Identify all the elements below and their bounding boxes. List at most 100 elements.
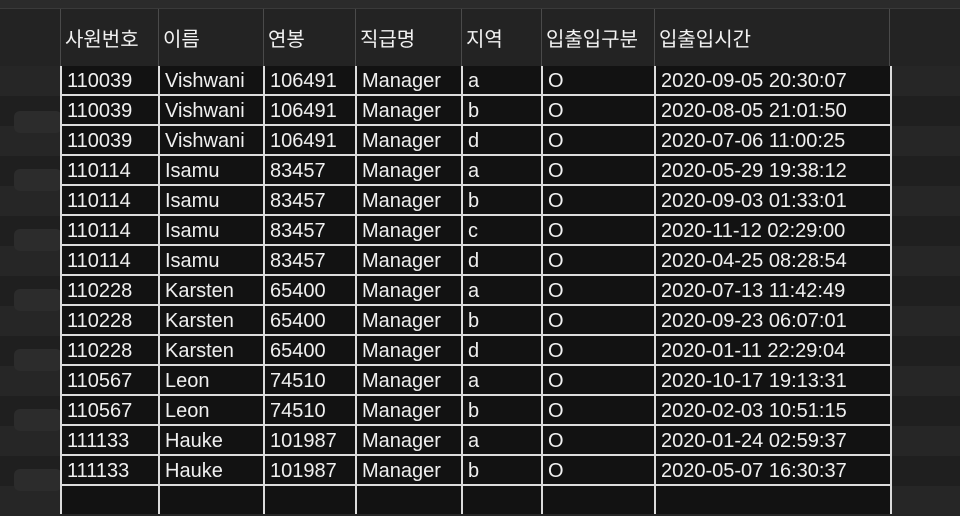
row-handle[interactable]: [14, 349, 62, 371]
table-cell[interactable]: O: [548, 400, 564, 422]
table-cell[interactable]: 110114: [67, 160, 131, 182]
table-cell[interactable]: O: [548, 100, 564, 122]
table-cell[interactable]: 2020-07-13 11:42:49: [661, 280, 846, 302]
table-row[interactable]: 110039 Vishwani 106491 Manager d O 2020-07-06 …: [62, 126, 890, 156]
table-cell[interactable]: a: [468, 280, 480, 302]
table-cell[interactable]: Manager: [362, 70, 441, 92]
table-cell[interactable]: Vishwani: [165, 70, 245, 92]
table-cell[interactable]: Leon: [165, 400, 210, 422]
table-cell[interactable]: Isamu: [165, 160, 220, 182]
table-cell[interactable]: 110114: [67, 250, 131, 272]
table-cell[interactable]: 74510: [270, 400, 326, 422]
row-handle[interactable]: [14, 111, 62, 133]
column-header-entry-type[interactable]: 입출입구분: [541, 9, 654, 66]
table-cell[interactable]: Manager: [362, 280, 441, 302]
table-cell[interactable]: 110567: [67, 370, 133, 392]
table-cell[interactable]: 110039: [67, 70, 133, 92]
table-cell[interactable]: 83457: [270, 250, 326, 272]
table-cell[interactable]: 2020-01-11 22:29:04: [661, 340, 846, 362]
column-header-employee-no[interactable]: 사원번호: [60, 9, 158, 66]
table-cell[interactable]: 2020-08-05 21:01:50: [661, 100, 847, 122]
table-cell[interactable]: 2020-11-12 02:29:00: [661, 220, 846, 242]
table-row[interactable]: 110114 Isamu 83457 Manager d O 2020-04-25 08:2…: [62, 246, 890, 276]
table-cell[interactable]: 110228: [67, 280, 133, 302]
table-cell[interactable]: Hauke: [165, 430, 223, 452]
table-cell[interactable]: Manager: [362, 340, 441, 362]
row-handle[interactable]: [14, 409, 62, 431]
table-cell[interactable]: c: [468, 220, 478, 242]
table-cell[interactable]: Karsten: [165, 280, 234, 302]
table-cell[interactable]: 65400: [270, 310, 326, 332]
table-cell[interactable]: Manager: [362, 220, 441, 242]
table-cell[interactable]: O: [548, 310, 564, 332]
table-cell[interactable]: 110114: [67, 190, 131, 212]
table-row[interactable]: 111133 Hauke 101987 Manager a O 2020-01-24 02:…: [62, 426, 890, 456]
table-cell[interactable]: a: [468, 160, 480, 182]
table-cell[interactable]: 106491: [270, 100, 337, 122]
table-cell[interactable]: 106491: [270, 70, 337, 92]
table-cell[interactable]: Vishwani: [165, 130, 245, 152]
table-cell[interactable]: Manager: [362, 190, 441, 212]
table-cell[interactable]: b: [468, 400, 480, 422]
table-cell[interactable]: Isamu: [165, 190, 220, 212]
table-cell[interactable]: b: [468, 310, 480, 332]
table-cell[interactable]: 110567: [67, 400, 133, 422]
table-cell[interactable]: 2020-02-03 10:51:15: [661, 400, 847, 422]
table-cell[interactable]: O: [548, 130, 564, 152]
table-cell[interactable]: 106491: [270, 130, 337, 152]
table-cell[interactable]: 110228: [67, 310, 133, 332]
table-cell[interactable]: b: [468, 460, 480, 482]
table-cell[interactable]: d: [468, 340, 480, 362]
table-cell[interactable]: a: [468, 430, 480, 452]
table-cell[interactable]: Hauke: [165, 460, 223, 482]
table-cell[interactable]: d: [468, 250, 480, 272]
table-cell[interactable]: 110039: [67, 100, 133, 122]
table-cell[interactable]: Manager: [362, 160, 441, 182]
table-cell[interactable]: Karsten: [165, 310, 234, 332]
table-cell[interactable]: Karsten: [165, 340, 234, 362]
table-cell[interactable]: 110114: [67, 220, 131, 242]
table-cell[interactable]: 74510: [270, 370, 326, 392]
column-header-entry-time[interactable]: 입출입시간: [654, 9, 890, 66]
table-cell[interactable]: 83457: [270, 190, 326, 212]
table-cell[interactable]: Manager: [362, 400, 441, 422]
table-cell[interactable]: O: [548, 220, 564, 242]
column-header-name[interactable]: 이름: [158, 9, 263, 66]
table-row[interactable]: 110567 Leon 74510 Manager a O 2020-10-17 19:13…: [62, 366, 890, 396]
table-cell[interactable]: 2020-10-17 19:13:31: [661, 370, 847, 392]
table-cell[interactable]: Manager: [362, 370, 441, 392]
table-cell[interactable]: d: [468, 130, 480, 152]
table-cell[interactable]: Vishwani: [165, 100, 245, 122]
table-cell[interactable]: O: [548, 70, 564, 92]
table-row[interactable]: 110039 Vishwani 106491 Manager b O 2020-08-05 …: [62, 96, 890, 126]
table-cell[interactable]: 2020-09-23 06:07:01: [661, 310, 847, 332]
table-cell[interactable]: b: [468, 100, 480, 122]
table-cell[interactable]: 65400: [270, 340, 326, 362]
table-cell[interactable]: O: [548, 340, 564, 362]
row-handle[interactable]: [14, 229, 62, 251]
table-cell[interactable]: 101987: [270, 460, 337, 482]
table-cell[interactable]: 101987: [270, 430, 337, 452]
table-row[interactable]: 110039 Vishwani 106491 Manager a O 2020-09-05 …: [62, 66, 890, 96]
table-cell[interactable]: 2020-07-06 11:00:25: [661, 130, 846, 152]
column-header-salary[interactable]: 연봉: [263, 9, 355, 66]
table-cell[interactable]: Isamu: [165, 250, 220, 272]
row-handle[interactable]: [14, 289, 62, 311]
row-handle[interactable]: [14, 469, 62, 491]
table-cell[interactable]: 2020-01-24 02:59:37: [661, 430, 847, 452]
column-header-region[interactable]: 지역: [461, 9, 541, 66]
table-row[interactable]: 110228 Karsten 65400 Manager b O 2020-09-23 06…: [62, 306, 890, 336]
table-cell[interactable]: 110228: [67, 340, 133, 362]
table-cell[interactable]: Manager: [362, 430, 441, 452]
table-cell[interactable]: Manager: [362, 130, 441, 152]
table-cell[interactable]: O: [548, 160, 564, 182]
table-cell[interactable]: Manager: [362, 250, 441, 272]
table-row[interactable]: 110228 Karsten 65400 Manager a O 2020-07-13 11…: [62, 276, 890, 306]
table-cell[interactable]: a: [468, 70, 480, 92]
result-grid[interactable]: 110039 Vishwani 106491 Manager a O 2020-09-05 …: [60, 66, 892, 514]
table-cell[interactable]: 2020-09-05 20:30:07: [661, 70, 847, 92]
table-row[interactable]: 110567 Leon 74510 Manager b O 2020-02-03 10:51…: [62, 396, 890, 426]
table-cell[interactable]: Manager: [362, 100, 441, 122]
table-cell[interactable]: O: [548, 370, 564, 392]
table-cell[interactable]: 2020-05-07 16:30:37: [661, 460, 847, 482]
